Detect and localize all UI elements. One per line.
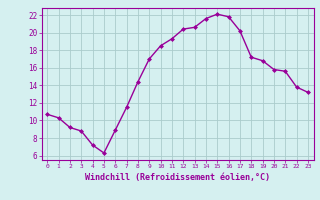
X-axis label: Windchill (Refroidissement éolien,°C): Windchill (Refroidissement éolien,°C) bbox=[85, 173, 270, 182]
